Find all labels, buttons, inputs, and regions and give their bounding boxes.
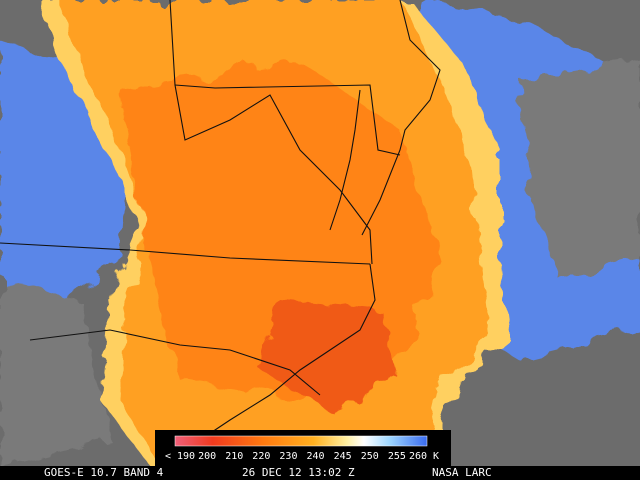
legend-label: 200 [198, 451, 216, 462]
satellite-label: GOES-E 10.7 BAND 4 [44, 466, 164, 479]
legend-label: 210 [225, 451, 243, 462]
legend-label: 260 K [409, 451, 439, 462]
state-line [174, 84, 401, 156]
coastline [199, 263, 376, 441]
coastline [361, 0, 441, 236]
bay [329, 89, 361, 231]
legend-label: 240 [307, 451, 325, 462]
legend-label: 230 [279, 451, 297, 462]
legend-label: 255 [388, 451, 406, 462]
legend: < 190 200 210 220 230 240 245 250 255 260 K [155, 430, 451, 466]
timestamp: 26 DEC 12 13:02 Z [242, 466, 355, 479]
state-line [169, 0, 373, 265]
clear-sw [0, 280, 110, 466]
legend-label: 220 [252, 451, 270, 462]
state-line [0, 242, 371, 265]
legend-labels: < 190 200 210 220 230 240 245 250 255 260 K [165, 451, 439, 462]
color-scale [174, 435, 428, 447]
imagery [0, 0, 640, 466]
coldest-tops [260, 300, 400, 410]
legend-label: 245 [334, 451, 352, 462]
legend-label: 250 [361, 451, 379, 462]
source: NASA LARC [432, 466, 492, 479]
borders [0, 0, 441, 441]
footer-bar [0, 466, 640, 480]
legend-label: < 190 [165, 451, 195, 462]
clear-east [520, 60, 640, 280]
